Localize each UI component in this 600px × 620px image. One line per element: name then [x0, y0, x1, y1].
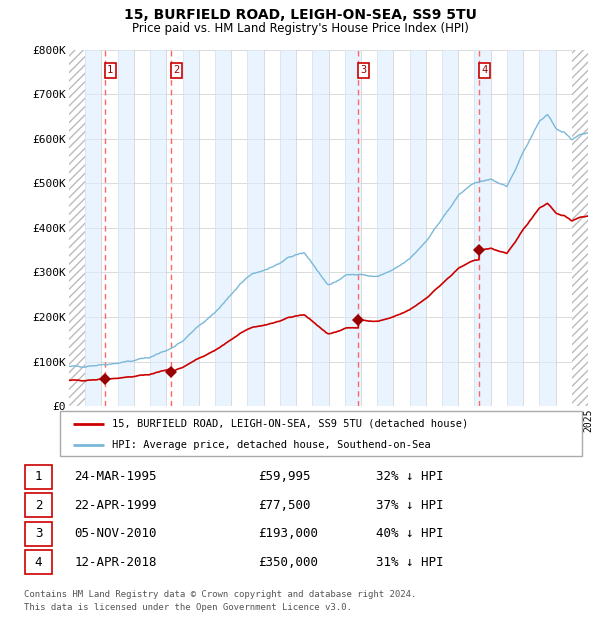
- Text: 3: 3: [360, 65, 367, 75]
- Bar: [69, 50, 85, 406]
- Bar: [312, 50, 329, 406]
- Bar: [25, 521, 52, 546]
- Bar: [377, 50, 394, 406]
- Bar: [25, 551, 52, 575]
- Bar: [150, 50, 166, 406]
- Text: 4: 4: [481, 65, 487, 75]
- Bar: [345, 50, 361, 406]
- Text: 37% ↓ HPI: 37% ↓ HPI: [376, 498, 443, 511]
- Bar: [539, 50, 556, 406]
- Bar: [410, 50, 426, 406]
- Bar: [280, 50, 296, 406]
- Bar: [85, 50, 101, 406]
- Bar: [507, 50, 523, 406]
- Text: £350,000: £350,000: [259, 556, 319, 569]
- Text: HPI: Average price, detached house, Southend-on-Sea: HPI: Average price, detached house, Sout…: [112, 440, 431, 450]
- Bar: [247, 50, 263, 406]
- Bar: [25, 493, 52, 517]
- Text: £193,000: £193,000: [259, 527, 319, 540]
- Text: 15, BURFIELD ROAD, LEIGH-ON-SEA, SS9 5TU: 15, BURFIELD ROAD, LEIGH-ON-SEA, SS9 5TU: [124, 8, 476, 22]
- Bar: [442, 50, 458, 406]
- Text: 2: 2: [173, 65, 179, 75]
- Bar: [25, 464, 52, 489]
- Text: Contains HM Land Registry data © Crown copyright and database right 2024.: Contains HM Land Registry data © Crown c…: [24, 590, 416, 600]
- Bar: [572, 50, 588, 406]
- Text: 24-MAR-1995: 24-MAR-1995: [74, 470, 157, 483]
- Text: 05-NOV-2010: 05-NOV-2010: [74, 527, 157, 540]
- Text: £59,995: £59,995: [259, 470, 311, 483]
- Text: Price paid vs. HM Land Registry's House Price Index (HPI): Price paid vs. HM Land Registry's House …: [131, 22, 469, 35]
- Text: 4: 4: [35, 556, 42, 569]
- Text: 1: 1: [107, 65, 113, 75]
- Text: 12-APR-2018: 12-APR-2018: [74, 556, 157, 569]
- Bar: [215, 50, 231, 406]
- Text: 32% ↓ HPI: 32% ↓ HPI: [376, 470, 443, 483]
- Text: 40% ↓ HPI: 40% ↓ HPI: [376, 527, 443, 540]
- Bar: [475, 50, 491, 406]
- Bar: [182, 50, 199, 406]
- Text: 3: 3: [35, 527, 42, 540]
- Text: 1: 1: [35, 470, 42, 483]
- Text: 22-APR-1999: 22-APR-1999: [74, 498, 157, 511]
- Bar: [69, 50, 85, 406]
- Text: £77,500: £77,500: [259, 498, 311, 511]
- Bar: [572, 50, 588, 406]
- Text: This data is licensed under the Open Government Licence v3.0.: This data is licensed under the Open Gov…: [24, 603, 352, 612]
- Text: 31% ↓ HPI: 31% ↓ HPI: [376, 556, 443, 569]
- Bar: [118, 50, 134, 406]
- Text: 15, BURFIELD ROAD, LEIGH-ON-SEA, SS9 5TU (detached house): 15, BURFIELD ROAD, LEIGH-ON-SEA, SS9 5TU…: [112, 418, 469, 428]
- Text: 2: 2: [35, 498, 42, 511]
- Bar: [572, 50, 588, 406]
